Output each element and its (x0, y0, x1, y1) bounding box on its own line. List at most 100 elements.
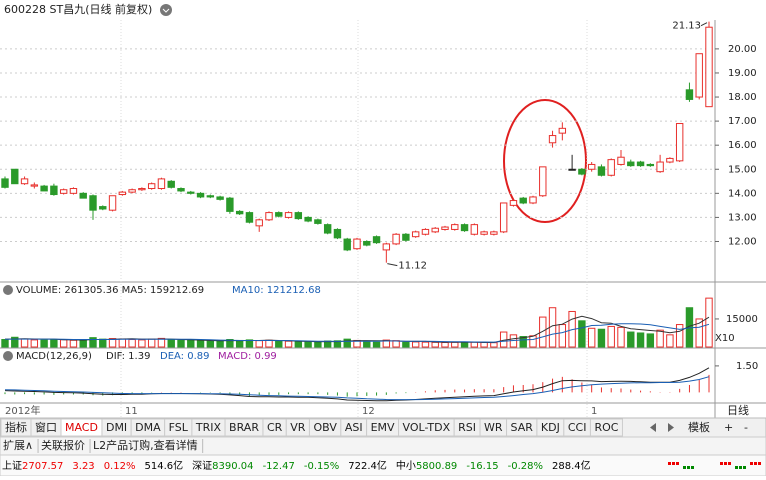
volume-bar (431, 341, 439, 348)
candle-body (40, 185, 48, 192)
period-label: 日线 (727, 403, 749, 417)
tab-label[interactable]: CR (267, 421, 283, 434)
panel-menu[interactable] (3, 285, 13, 295)
tab-right[interactable]: 模板 (688, 420, 710, 434)
candle-body (685, 89, 694, 100)
tab-label[interactable]: FSL (169, 421, 189, 434)
volume-bar (40, 339, 48, 348)
low-annotation: 11.12 (398, 261, 427, 272)
tab-right-arrow[interactable] (668, 423, 674, 432)
status-item: 3.23 (72, 461, 94, 472)
tab-label[interactable]: WR (484, 421, 503, 434)
status-item: 288.4亿 (552, 459, 591, 472)
volume-bar (265, 339, 273, 348)
candle-body (275, 212, 283, 217)
candle-body (490, 231, 498, 235)
macd-value-header: MACD: 0.99 (218, 351, 277, 362)
volume-bar (245, 339, 254, 348)
status-item: -0.15% (304, 461, 339, 472)
tab-label[interactable]: KDJ (541, 421, 560, 434)
candle-body (343, 238, 351, 251)
tab-label[interactable]: 指标 (5, 420, 27, 434)
tab-label[interactable]: OBV (313, 421, 337, 434)
tab-label[interactable]: SAR (511, 421, 534, 434)
status-item: 514.6亿 (145, 459, 184, 472)
candle-body (157, 178, 166, 190)
tab-left-arrow[interactable] (650, 423, 656, 432)
volume-bar (1, 339, 9, 348)
status-item: 中小 (396, 459, 416, 472)
status-item: -16.15 (466, 461, 498, 472)
tab-label[interactable]: ASI (345, 421, 363, 434)
volume-bar (206, 340, 215, 348)
tab-label[interactable]: 窗口 (35, 420, 57, 434)
tab[interactable] (589, 418, 623, 437)
candle-body (431, 227, 439, 233)
tab-label[interactable]: MACD (65, 421, 98, 434)
candle-body (402, 233, 410, 241)
volume-bar (402, 341, 410, 348)
tab-right[interactable]: + (724, 421, 733, 434)
candle-body (30, 184, 39, 187)
candle-body (206, 195, 215, 198)
volume-bar (382, 339, 391, 348)
title-menu[interactable] (160, 4, 172, 16)
candle-body (147, 183, 156, 190)
candle-body (235, 210, 244, 215)
candle-body (411, 231, 420, 238)
tab-label[interactable]: RSI (458, 421, 476, 434)
y-tick-label: 19.00 (728, 68, 757, 79)
candle-body (568, 168, 576, 171)
candle-body (509, 200, 518, 206)
candle-body (226, 197, 234, 212)
status-icon (720, 462, 723, 465)
candle-body (372, 236, 381, 244)
volume-bar (587, 327, 596, 348)
macd-dea-header: DEA: 0.89 (160, 351, 210, 362)
tab-label[interactable]: DMI (106, 421, 127, 434)
tab-label[interactable]: BRAR (229, 421, 259, 434)
tab-label[interactable]: VR (290, 421, 306, 434)
volume-bar (275, 340, 283, 348)
volume-bar (216, 340, 224, 348)
candle-body (108, 195, 117, 211)
candle-body (460, 224, 469, 232)
macd-dif-line (4, 367, 710, 402)
y-tick-label: 14.00 (728, 188, 757, 199)
candle-body (304, 216, 312, 222)
status-icon (743, 466, 746, 469)
link[interactable]: L2产品订购,查看详情 (93, 438, 198, 452)
panel-menu[interactable] (3, 351, 13, 361)
date-label: 11 (125, 406, 138, 417)
macd-dif-header: DIF: 1.39 (106, 351, 150, 362)
candle-body (617, 156, 625, 165)
volume-bar (128, 339, 136, 348)
tab-right[interactable]: - (744, 421, 748, 434)
candle-body (597, 166, 606, 176)
candle-body (99, 206, 107, 210)
tab-label[interactable]: DMA (135, 421, 161, 434)
link[interactable]: 扩展∧ (3, 438, 33, 452)
status-icon (683, 466, 686, 469)
volume-bar (578, 320, 586, 348)
tab-label[interactable]: CCI (568, 421, 587, 434)
volume-bar (656, 329, 664, 348)
candle-body (177, 188, 185, 192)
candle-body (11, 168, 19, 185)
volume-bar (421, 341, 430, 348)
status-icon (687, 466, 690, 469)
volume-bar (99, 338, 107, 348)
link[interactable]: 关联报价 (41, 438, 85, 452)
tab-label[interactable]: TRIX (195, 421, 222, 434)
candle-body (196, 192, 205, 198)
tab-label[interactable]: VOL-TDX (403, 421, 451, 434)
status-icon (735, 466, 738, 469)
tab-label[interactable]: ROC (594, 421, 618, 434)
y-tick-label: 15.00 (728, 164, 757, 175)
volume-bar (333, 340, 342, 348)
volume-bar (167, 339, 175, 348)
tab-label[interactable]: EMV (371, 421, 395, 434)
volume-bar (617, 326, 625, 348)
volume-header: VOLUME: 261305.36 MA5: 159212.69 (16, 285, 204, 296)
date-label: 2012年 (5, 404, 40, 417)
